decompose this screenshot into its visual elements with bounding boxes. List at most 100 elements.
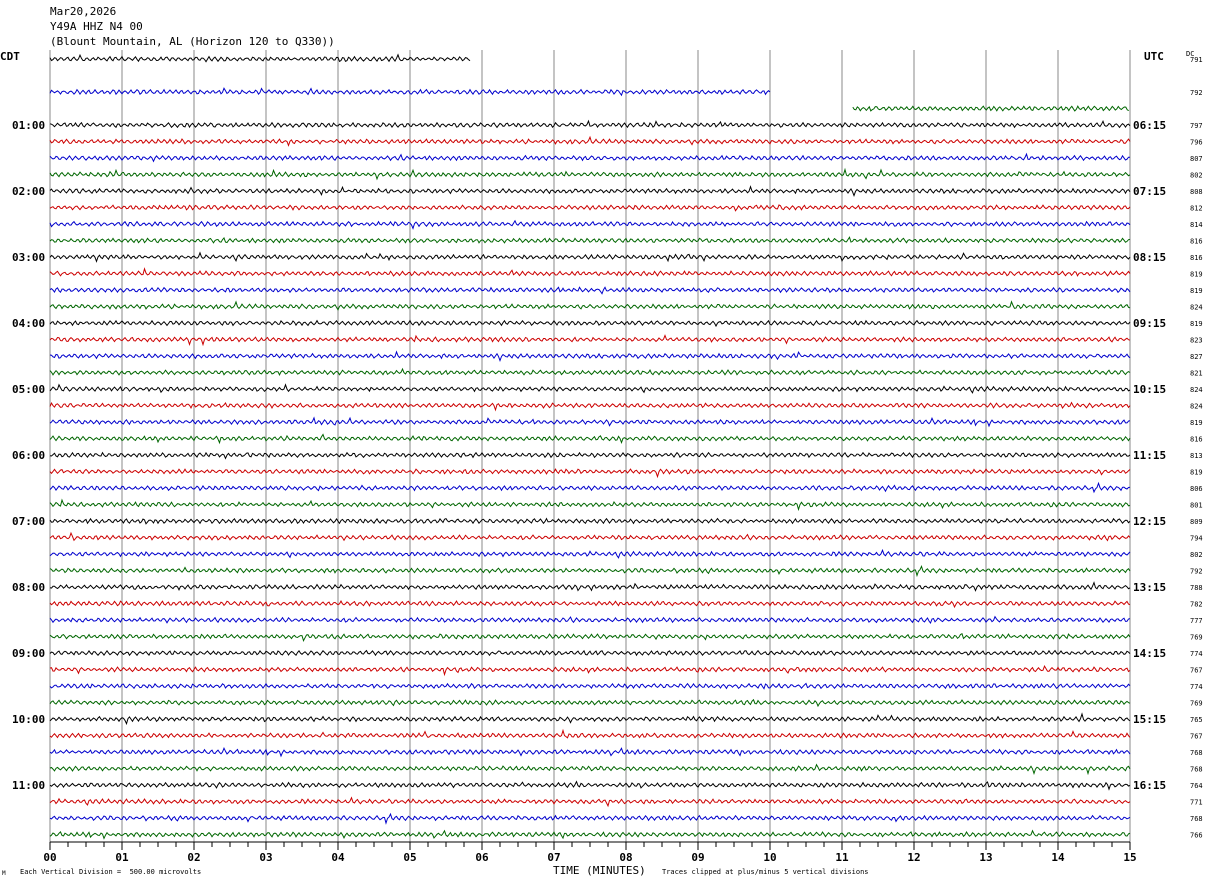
seismic-trace [49, 664, 1131, 677]
utc-hour-label: 16:15 [1133, 779, 1166, 792]
seismic-trace [49, 780, 1131, 791]
dc-offset-value: 823 [1190, 337, 1203, 345]
seismic-trace [49, 746, 1131, 758]
dc-offset-value: 802 [1190, 551, 1203, 559]
dc-offset-value: 766 [1190, 832, 1203, 840]
seismic-trace [49, 300, 1131, 311]
seismic-trace [49, 319, 1131, 328]
seismic-trace [49, 649, 1131, 657]
cdt-hour-label: 03:00 [12, 251, 45, 264]
dc-offset-value: 813 [1190, 452, 1203, 460]
dc-offset-value: 782 [1190, 601, 1203, 609]
seismic-trace [49, 531, 1131, 542]
seismic-trace [49, 286, 1131, 295]
dc-offset-value: 777 [1190, 617, 1203, 625]
dc-offset-value: 765 [1190, 716, 1203, 724]
dc-offset-value: 819 [1190, 320, 1203, 328]
seismic-trace [49, 350, 1131, 362]
cdt-hour-label: 09:00 [12, 647, 45, 660]
seismic-trace [49, 468, 1131, 479]
x-tick-label: 13 [979, 851, 992, 864]
dc-offset-value: 768 [1190, 766, 1203, 774]
seismic-trace [49, 204, 1131, 212]
x-tick-label: 01 [115, 851, 129, 864]
dc-offset-value: 827 [1190, 353, 1203, 361]
seismic-trace [49, 367, 1131, 377]
dc-offset-value: 821 [1190, 370, 1203, 378]
seismic-trace [49, 632, 1131, 643]
clip-note: Traces clipped at plus/minus 5 vertical … [662, 868, 869, 876]
dc-offset-value: 807 [1190, 155, 1203, 163]
utc-hour-label: 11:15 [1133, 449, 1166, 462]
record-date: Mar20,2026 [50, 5, 117, 18]
seismic-trace [49, 600, 1131, 609]
cdt-hour-label: 01:00 [12, 119, 45, 132]
right-timezone-label: UTC [1144, 50, 1164, 63]
dc-offset-value: 769 [1190, 700, 1203, 708]
x-tick-label: 05 [403, 851, 416, 864]
left-timezone-label: CDT [0, 50, 20, 63]
dc-offset-value: 794 [1190, 535, 1203, 543]
utc-hour-label: 14:15 [1133, 647, 1166, 660]
seismic-trace [49, 135, 1131, 147]
dc-offset-value: 819 [1190, 287, 1203, 295]
dc-offset-value: 808 [1190, 188, 1203, 196]
scale-note: Each Vertical Division = 500.00 microvol… [20, 868, 202, 876]
cdt-hour-label: 04:00 [12, 317, 45, 330]
seismic-trace [49, 152, 1130, 163]
seismic-trace [49, 763, 1131, 776]
seismic-trace [49, 451, 1131, 460]
x-tick-label: 10 [763, 851, 776, 864]
dc-offset-value: 802 [1190, 172, 1203, 180]
plot-grid [49, 50, 1131, 850]
dc-offset-value: 806 [1190, 485, 1203, 493]
dc-offset-value: 796 [1190, 139, 1203, 147]
seismic-trace [49, 383, 1131, 394]
seismic-trace [49, 334, 1131, 347]
cdt-hour-label: 11:00 [12, 779, 45, 792]
cdt-hour-label: 06:00 [12, 449, 45, 462]
dc-offset-value: 764 [1190, 782, 1203, 790]
utc-hour-label: 07:15 [1133, 185, 1166, 198]
dc-offset-value: 819 [1190, 419, 1203, 427]
utc-hour-label: 08:15 [1133, 251, 1166, 264]
dc-offset-value: 812 [1190, 205, 1203, 213]
seismic-trace [49, 728, 1131, 739]
dc-offset-value: 814 [1190, 221, 1203, 229]
x-tick-label: 03 [259, 851, 272, 864]
seismic-trace [49, 53, 471, 63]
dc-offset-value: 768 [1190, 815, 1203, 823]
cdt-hour-label: 10:00 [12, 713, 45, 726]
seismic-trace [49, 219, 1131, 230]
dc-offset-value: 819 [1190, 271, 1203, 279]
utc-hour-label: 13:15 [1133, 581, 1166, 594]
seismic-trace [49, 682, 1131, 690]
dc-offset-value: 768 [1190, 749, 1203, 757]
seismic-trace [49, 712, 1131, 726]
dc-offset-value: 769 [1190, 634, 1203, 642]
label-group: 00 01 02 03 04 05 06 07 08 09 10 11 12 13 14 15 791 792 79… [12, 56, 1203, 864]
dc-offset-value: 771 [1190, 799, 1203, 807]
seismic-trace [49, 167, 1131, 181]
dc-offset-value: 767 [1190, 667, 1203, 675]
seismic-trace [49, 251, 1131, 263]
utc-hour-label: 09:15 [1133, 317, 1166, 330]
dc-offset-value: 816 [1190, 254, 1203, 262]
seismic-trace [49, 481, 1131, 494]
x-tick-label: 09 [691, 851, 704, 864]
station-location: (Blount Mountain, AL (Horizon 120 to Q33… [50, 35, 335, 48]
dc-offset-header: DC [1186, 50, 1195, 58]
dc-offset-value: 801 [1190, 502, 1203, 510]
seismic-trace [49, 829, 1131, 840]
dc-offset-value: 774 [1190, 650, 1203, 658]
utc-hour-label: 12:15 [1133, 515, 1166, 528]
seismic-trace [49, 615, 1131, 625]
dc-offset-value: 816 [1190, 436, 1203, 444]
x-tick-label: 14 [1051, 851, 1065, 864]
cdt-hour-label: 05:00 [12, 383, 45, 396]
seismic-trace [49, 698, 1131, 708]
cdt-hour-label: 02:00 [12, 185, 45, 198]
dc-offset-value: 788 [1190, 584, 1203, 592]
seismic-trace [49, 236, 1131, 244]
